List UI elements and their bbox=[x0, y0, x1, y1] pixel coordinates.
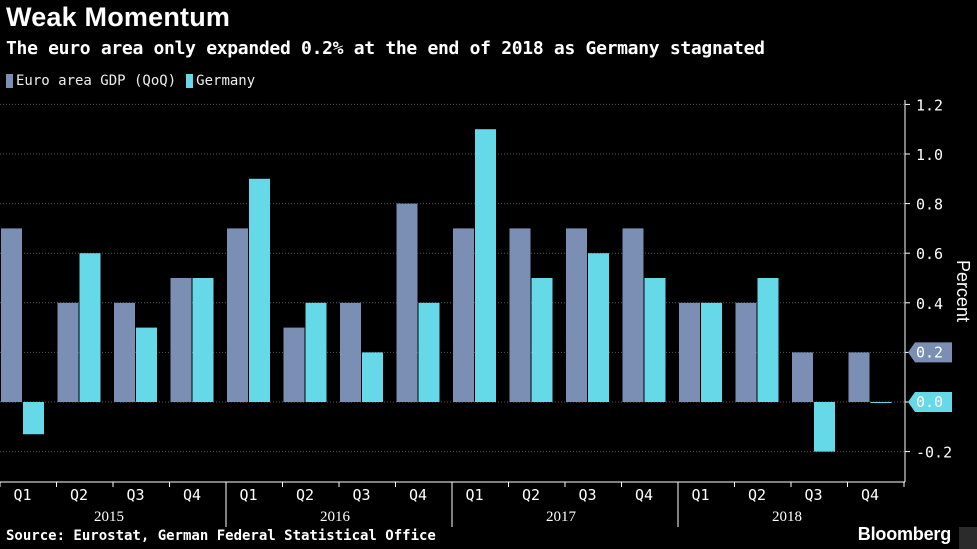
x-tick-label: Q2 bbox=[522, 486, 540, 504]
bar-euro bbox=[735, 302, 757, 402]
bar-germany bbox=[192, 278, 214, 402]
bar-germany bbox=[362, 352, 383, 402]
bar-germany bbox=[644, 278, 666, 402]
value-tag-label: 0.2 bbox=[916, 343, 943, 361]
bar-euro bbox=[679, 302, 700, 402]
x-tick-label: Q4 bbox=[635, 486, 653, 504]
bar-euro bbox=[509, 228, 531, 402]
y-tick-label: 1.0 bbox=[916, 146, 943, 164]
value-tag bbox=[908, 342, 952, 363]
x-tick-label: Q4 bbox=[409, 486, 427, 504]
bar-euro bbox=[848, 352, 870, 402]
x-tick-label: Q1 bbox=[465, 486, 483, 504]
x-tick-label: Q2 bbox=[70, 486, 88, 504]
bar-euro bbox=[453, 228, 474, 402]
bloomberg-logo: Bloomberg bbox=[857, 524, 951, 544]
source-note: Source: Eurostat, German Federal Statist… bbox=[6, 528, 436, 544]
y-axis-label: Percent bbox=[953, 260, 973, 322]
legend-swatch-germany bbox=[186, 74, 194, 88]
bar-germany bbox=[531, 278, 553, 402]
legend-label-germany: Germany bbox=[196, 73, 256, 89]
bar-euro bbox=[396, 203, 418, 402]
bar-germany bbox=[475, 129, 496, 402]
x-tick-label: Q3 bbox=[126, 486, 144, 504]
value-tag bbox=[908, 392, 952, 412]
x-tick-label: Q2 bbox=[748, 486, 766, 504]
bar-germany bbox=[23, 402, 44, 435]
legend: Euro area GDP (QoQ) Germany bbox=[6, 73, 255, 89]
x-year-label: 2017 bbox=[546, 509, 577, 525]
legend-item-germany: Germany bbox=[186, 73, 255, 89]
x-tick-label: Q3 bbox=[352, 486, 370, 504]
bar-germany bbox=[701, 302, 722, 402]
y-tick-label: -0.2 bbox=[916, 444, 952, 462]
legend-label-euro: Euro area GDP (QoQ) bbox=[16, 73, 177, 89]
legend-item-euro: Euro area GDP (QoQ) bbox=[6, 73, 176, 89]
bar-euro bbox=[227, 228, 248, 402]
bar-euro bbox=[283, 327, 305, 402]
x-tick-label: Q4 bbox=[861, 486, 879, 504]
bar-germany bbox=[249, 178, 270, 402]
bar-euro bbox=[170, 278, 192, 402]
x-tick-label: Q2 bbox=[296, 486, 314, 504]
y-tick-label: 1.2 bbox=[916, 96, 943, 114]
bar-euro bbox=[57, 302, 79, 402]
x-year-label: 2015 bbox=[94, 509, 124, 525]
x-year-label: 2018 bbox=[772, 509, 802, 525]
x-tick-label: Q1 bbox=[13, 486, 31, 504]
bar-euro bbox=[340, 302, 361, 402]
bar-germany bbox=[814, 402, 835, 452]
x-tick-label: Q3 bbox=[804, 486, 822, 504]
bar-germany bbox=[588, 253, 609, 402]
chart-title: Weak Momentum bbox=[6, 2, 231, 32]
x-tick-label: Q1 bbox=[691, 486, 709, 504]
y-tick-label: 0.8 bbox=[916, 196, 943, 214]
bar-germany bbox=[757, 278, 779, 402]
value-tag-label: 0.0 bbox=[916, 393, 943, 411]
legend-swatch-euro bbox=[6, 74, 13, 88]
bar-germany bbox=[136, 327, 157, 402]
bar-euro bbox=[792, 352, 813, 402]
bar-euro bbox=[622, 228, 644, 402]
bar-euro bbox=[114, 302, 135, 402]
bar-germany bbox=[305, 302, 327, 402]
bar-euro bbox=[566, 228, 587, 402]
corner-mark bbox=[959, 527, 977, 549]
x-tick-label: Q1 bbox=[239, 486, 257, 504]
bar-germany bbox=[418, 302, 440, 402]
chart-subtitle: The euro area only expanded 0.2% at the … bbox=[6, 38, 765, 59]
x-year-label: 2016 bbox=[320, 509, 351, 525]
bar-germany bbox=[870, 402, 892, 403]
bar-euro bbox=[1, 228, 22, 402]
y-tick-label: 0.4 bbox=[916, 295, 943, 313]
bar-germany bbox=[79, 253, 101, 402]
x-tick-label: Q3 bbox=[578, 486, 596, 504]
x-tick-label: Q4 bbox=[183, 486, 201, 504]
y-tick-label: 0.6 bbox=[916, 245, 943, 263]
